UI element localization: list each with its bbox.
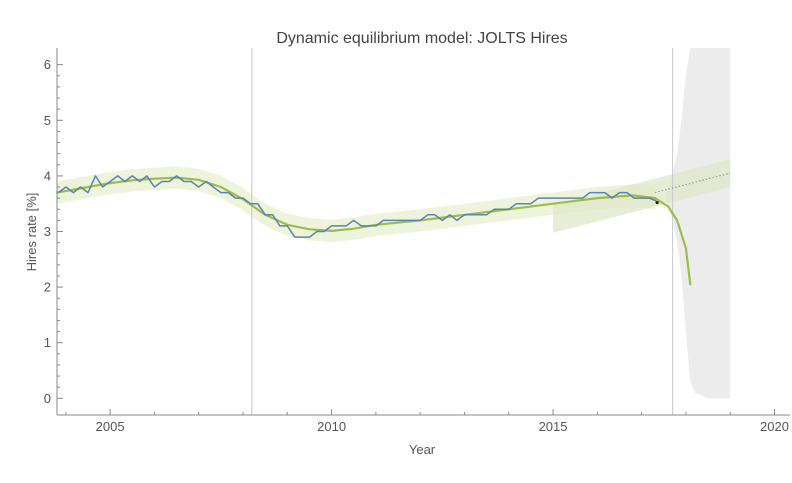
y-tick-label: 3 (44, 224, 51, 239)
model-line (55, 176, 692, 286)
data-line (57, 175, 657, 238)
x-axis-title: Year (409, 442, 436, 457)
trend-extension-line (654, 172, 731, 194)
plot-area (55, 48, 731, 415)
x-tick-label: 2010 (317, 419, 346, 434)
y-ticks: 0 1 2 3 4 5 6 (44, 57, 63, 406)
series-layer (55, 172, 731, 286)
x-tick-label: 2005 (96, 419, 125, 434)
y-tick-label: 5 (44, 113, 51, 128)
y-tick-label: 6 (44, 57, 51, 72)
model-band (57, 166, 655, 243)
x-tick-label: 2015 (539, 419, 568, 434)
y-tick-label: 2 (44, 280, 51, 295)
vertical-marker-layer (251, 48, 674, 415)
y-axis-title: Hires rate [%] (24, 193, 39, 272)
model-band-layer (57, 159, 731, 243)
x-tick-label: 2020 (760, 419, 789, 434)
y-tick-label: 1 (44, 335, 51, 350)
y-tick-label: 4 (44, 168, 51, 183)
axes: 2005 2010 2015 2020 0 1 2 3 4 5 6 (44, 48, 790, 434)
chart-title: Dynamic equilibrium model: JOLTS Hires (276, 30, 567, 47)
data-endpoint (655, 200, 659, 205)
forecast-uncertainty-region (666, 48, 731, 399)
x-ticks: 2005 2010 2015 2020 (65, 409, 789, 434)
y-tick-label: 0 (44, 391, 51, 406)
forecast-uncertainty-layer (666, 48, 731, 399)
